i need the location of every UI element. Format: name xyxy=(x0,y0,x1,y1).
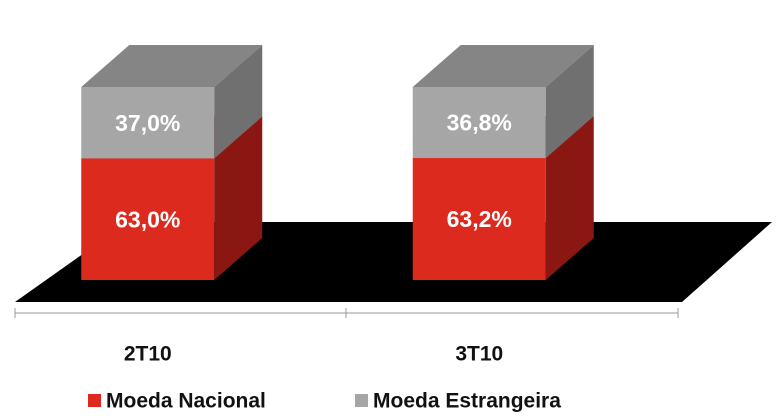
legend-label: Moeda Nacional xyxy=(106,390,266,413)
bar-top xyxy=(81,45,263,87)
bar-side xyxy=(214,116,263,280)
legend-swatch xyxy=(355,394,368,407)
legend-swatch xyxy=(88,394,101,407)
bar-top xyxy=(412,45,594,87)
value-label: 63,2% xyxy=(447,206,512,232)
value-label: 37,0% xyxy=(115,110,180,136)
bar xyxy=(412,87,546,159)
value-label: 63,0% xyxy=(115,206,180,232)
bar xyxy=(81,87,215,159)
legend-label: Moeda Estrangeira xyxy=(373,390,561,413)
bar-side xyxy=(545,116,594,280)
bar-side xyxy=(214,45,263,159)
bar xyxy=(412,158,546,280)
x-tick-label: 3T10 xyxy=(455,343,503,366)
value-label: 36,8% xyxy=(447,110,512,136)
bar-side xyxy=(545,45,594,159)
x-tick-label: 2T10 xyxy=(124,343,172,366)
bar xyxy=(81,158,215,280)
